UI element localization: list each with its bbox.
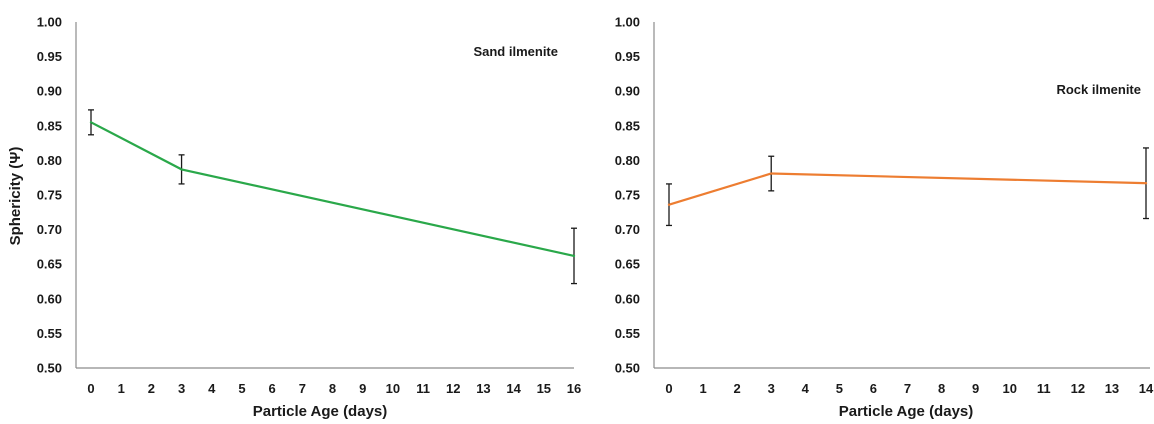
x-tick-label: 8 [938,381,945,396]
y-tick-label: 1.00 [37,15,62,30]
x-tick-label: 10 [386,381,400,396]
x-tick-label: 7 [904,381,911,396]
y-tick-label: 0.90 [615,84,640,99]
y-tick-label: 0.65 [615,257,640,272]
x-tick-label: 1 [699,381,706,396]
series-line [668,172,1147,206]
x-tick-label: 9 [972,381,979,396]
y-tick-label: 0.50 [37,361,62,376]
x-tick-label: 0 [87,381,94,396]
y-tick-label: 0.65 [37,257,62,272]
x-tick-label: 7 [299,381,306,396]
axes-rock: 0.50 0.55 0.60 0.65 0.70 0.75 0.80 0.85 0.90 0.95… [615,15,1154,397]
x-tick-label: 4 [802,381,810,396]
y-tick-label: 0.70 [615,222,640,237]
annotation-sand-ilmenite: Sand ilmenite [473,44,558,59]
y-tick-label: 0.75 [615,188,640,203]
y-tick-label: 0.60 [37,291,62,306]
x-tick-label: 13 [476,381,490,396]
chart-panel-rock: Particle Age (days) Rock ilmenite 0.500.… [615,15,1154,421]
x-tick-label: 0 [665,381,672,396]
x-tick-label: 14 [1139,381,1154,396]
x-tick-label: 11 [416,381,430,396]
x-tick-label: 12 [1071,381,1085,396]
x-tick-label: 9 [359,381,366,396]
x-tick-label: 4 [208,381,216,396]
x-tick-label: 3 [178,381,185,396]
y-tick-label: 0.55 [615,326,640,341]
marks-rock [666,147,1149,227]
x-tick-label: 10 [1002,381,1016,396]
data-point [770,172,773,175]
x-axis-label-sand: Particle Age (days) [253,403,388,420]
x-tick-label: 2 [734,381,741,396]
y-tick-label: 0.85 [615,118,640,133]
x-tick-label: 8 [329,381,336,396]
y-tick-label: 0.70 [37,222,62,237]
x-tick-label: 11 [1037,381,1051,396]
y-tick-label: 0.80 [37,153,62,168]
y-tick-label: 0.95 [615,49,640,64]
annotation-rock-ilmenite: Rock ilmenite [1056,82,1141,97]
x-tick-label: 14 [506,381,521,396]
data-point [89,121,93,124]
x-tick-label: 15 [537,381,551,396]
x-tick-label: 5 [836,381,843,396]
x-tick-label: 1 [118,381,125,396]
data-point [667,203,671,206]
y-tick-label: 0.50 [615,361,640,376]
x-tick-label: 6 [870,381,877,396]
x-tick-label: 13 [1105,381,1119,396]
chart-panel-sand: Sphericity (Ψ) Particle Age (days) Sand … [7,15,581,421]
data-point [180,168,183,171]
data-point [1144,182,1148,185]
x-tick-label: 12 [446,381,460,396]
x-tick-label: 6 [269,381,276,396]
y-tick-label: 0.75 [37,188,62,203]
y-tick-label: 0.95 [37,49,62,64]
y-tick-label: 0.55 [37,326,62,341]
x-tick-label: 3 [768,381,775,396]
axes-sand: 0.50 0.55 0.60 0.65 0.70 0.75 0.80 0.85 0.90 0.95… [37,15,582,397]
y-tick-label: 0.90 [37,84,62,99]
x-tick-label: 5 [238,381,245,396]
marks-sand [88,109,577,285]
y-tick-label: 1.00 [615,15,640,30]
x-axis-label-rock: Particle Age (days) [839,403,974,420]
y-tick-label: 0.60 [615,291,640,306]
data-point [572,254,576,258]
series-line [90,121,575,257]
y-tick-label: 0.80 [615,153,640,168]
x-tick-label: 2 [148,381,155,396]
x-tick-label: 16 [567,381,581,396]
y-axis-label: Sphericity (Ψ) [7,147,24,246]
y-tick-label: 0.85 [37,118,62,133]
